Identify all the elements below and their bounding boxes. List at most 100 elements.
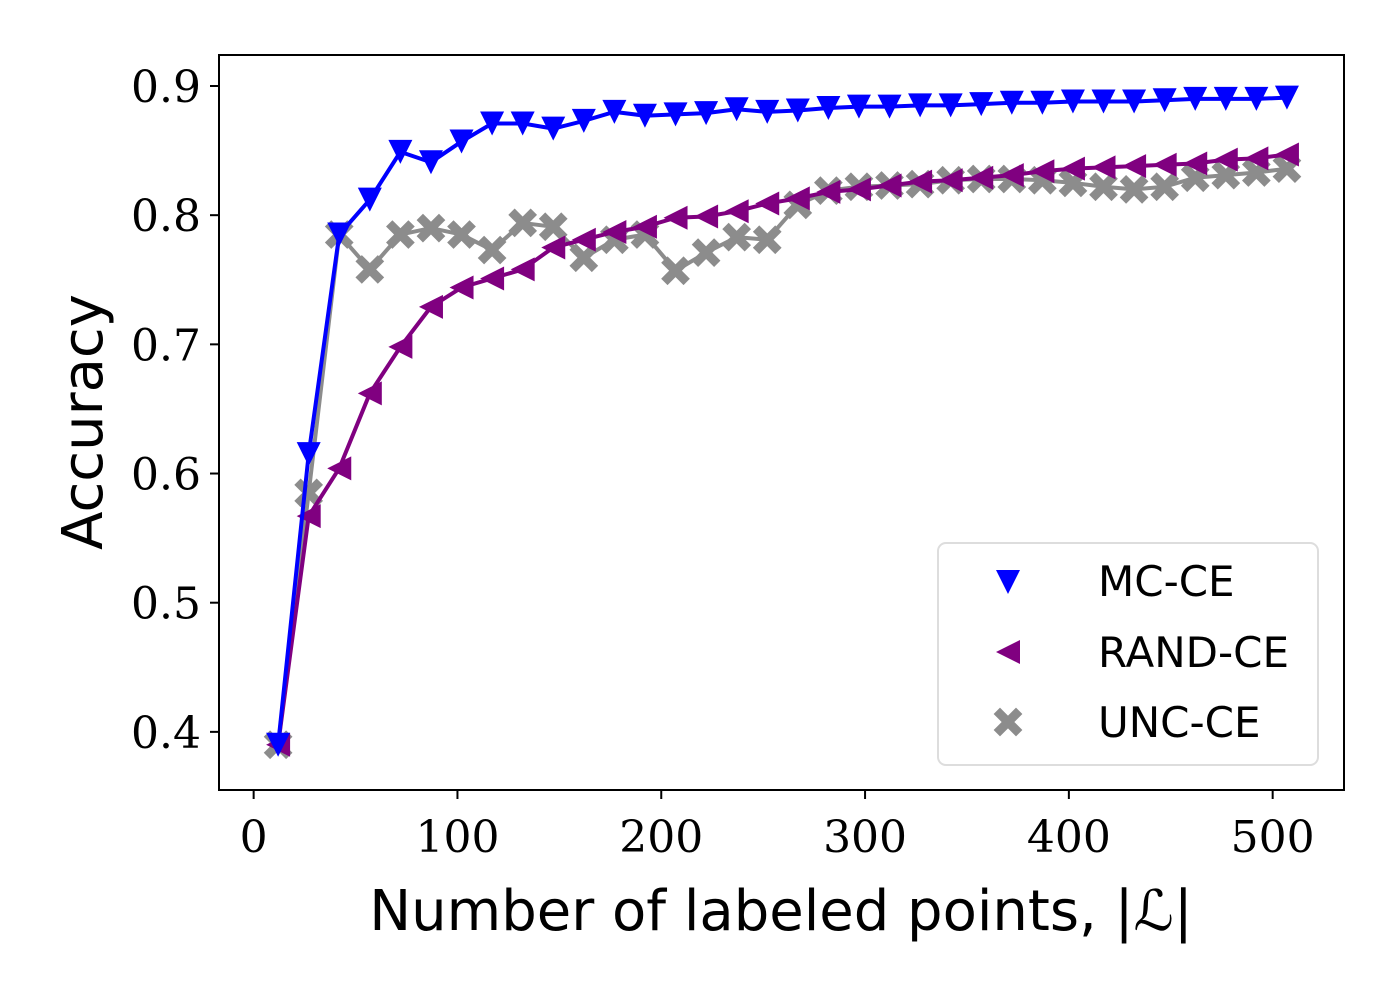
data-point — [602, 219, 627, 244]
data-point — [1213, 147, 1238, 172]
legend-box — [937, 542, 1319, 766]
data-point — [477, 235, 507, 265]
data-point — [449, 129, 474, 154]
data-point — [1091, 155, 1116, 180]
data-point — [418, 294, 443, 319]
data-point — [877, 94, 902, 119]
legend-label-rand-ce: RAND-CE — [1098, 628, 1289, 677]
y-tick-label: 0.6 — [131, 450, 201, 501]
data-point — [1122, 89, 1147, 114]
data-point — [1060, 89, 1085, 114]
data-point — [541, 116, 566, 141]
series-line — [276, 166, 1288, 746]
data-point — [602, 99, 627, 124]
data-point — [724, 97, 749, 122]
data-point — [480, 111, 505, 136]
legend-label-unc-ce: UNC-CE — [1098, 698, 1261, 747]
data-point — [661, 256, 690, 286]
data-point — [1272, 154, 1302, 184]
y-tick-label: 0.5 — [131, 579, 201, 630]
legend-marker-mc-ce — [996, 570, 1020, 594]
data-point — [1091, 89, 1116, 114]
data-point — [877, 173, 902, 198]
data-point — [327, 456, 352, 481]
data-point — [510, 111, 535, 136]
data-point — [663, 205, 688, 230]
data-point — [296, 504, 321, 529]
data-point — [386, 220, 415, 249]
data-point — [1060, 156, 1085, 181]
data-point — [1058, 168, 1088, 198]
x-tick-label: 300 — [823, 812, 907, 863]
data-point — [1274, 85, 1299, 110]
data-point — [1183, 151, 1208, 176]
data-point — [724, 199, 749, 224]
y-tick-label: 0.9 — [131, 62, 201, 113]
data-point — [691, 238, 721, 268]
data-point — [538, 212, 568, 242]
data-point — [755, 99, 780, 124]
data-point — [266, 732, 291, 757]
series-line — [276, 95, 1288, 745]
data-point — [1030, 90, 1055, 115]
legend-label-mc-ce: MC-CE — [1098, 557, 1235, 606]
data-point — [541, 235, 566, 260]
data-point — [388, 139, 413, 164]
plot-frame — [218, 54, 1345, 791]
data-point — [1089, 172, 1118, 202]
data-point — [388, 334, 413, 359]
legend: MC-CE RAND-CE UNC-CE — [937, 542, 1319, 766]
data-point — [663, 102, 688, 127]
legend-marker-unc-ce — [993, 707, 1023, 737]
series-rand-ce — [266, 142, 1299, 757]
data-point — [569, 243, 599, 273]
data-point — [296, 442, 321, 467]
series-mc-ce — [266, 85, 1299, 757]
data-point — [1242, 158, 1271, 187]
data-point — [510, 257, 535, 282]
data-point — [571, 108, 596, 133]
data-point — [449, 275, 474, 300]
y-axis-label: Accuracy — [51, 294, 116, 550]
data-point — [1122, 154, 1147, 179]
data-point — [632, 214, 657, 239]
x-tick-label: 400 — [1027, 812, 1111, 863]
data-point — [816, 179, 841, 204]
data-point — [846, 177, 871, 202]
data-point — [632, 103, 657, 128]
y-tick-label: 0.4 — [131, 708, 201, 759]
series-line — [276, 152, 1288, 746]
data-point — [1119, 174, 1149, 204]
data-point — [846, 94, 871, 119]
data-point — [908, 93, 933, 118]
data-point — [969, 165, 994, 190]
data-point — [1030, 159, 1055, 184]
data-point — [1152, 152, 1177, 177]
legend-marker-rand-ce — [996, 640, 1020, 664]
x-tick-label: 0 — [240, 812, 268, 863]
data-point — [908, 169, 933, 194]
data-point — [418, 150, 443, 175]
x-axis-label: Number of labeled points, |ℒ| — [369, 879, 1192, 944]
data-point — [999, 90, 1024, 115]
y-tick-label: 0.8 — [131, 191, 201, 242]
data-point — [816, 95, 841, 120]
data-point — [999, 163, 1024, 188]
data-point — [969, 92, 994, 117]
data-point — [357, 187, 382, 212]
data-point — [1150, 172, 1180, 202]
data-point — [571, 227, 596, 252]
data-point — [694, 204, 719, 229]
y-tick-label: 0.7 — [131, 320, 201, 371]
data-point — [752, 225, 782, 255]
x-tick-label: 100 — [415, 812, 499, 863]
data-point — [785, 98, 810, 123]
data-point — [327, 222, 352, 247]
data-point — [508, 208, 538, 238]
data-point — [1244, 146, 1269, 171]
data-point — [1152, 88, 1177, 113]
data-point — [1244, 86, 1269, 111]
data-point — [447, 220, 476, 249]
data-point — [755, 191, 780, 216]
